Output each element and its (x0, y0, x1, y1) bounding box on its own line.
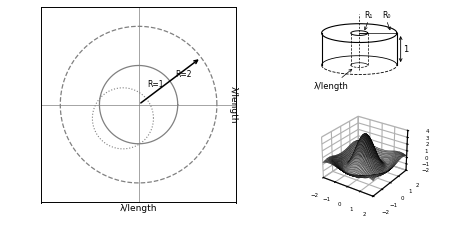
Text: 1: 1 (403, 45, 409, 54)
Text: R₁: R₁ (365, 11, 373, 20)
Text: R=1: R=1 (147, 79, 164, 88)
Y-axis label: λ/length: λ/length (229, 86, 238, 123)
X-axis label: λ/length: λ/length (120, 204, 157, 213)
Text: λ/length: λ/length (314, 69, 352, 91)
Text: R=2: R=2 (175, 70, 191, 79)
Text: R₀: R₀ (382, 11, 391, 20)
